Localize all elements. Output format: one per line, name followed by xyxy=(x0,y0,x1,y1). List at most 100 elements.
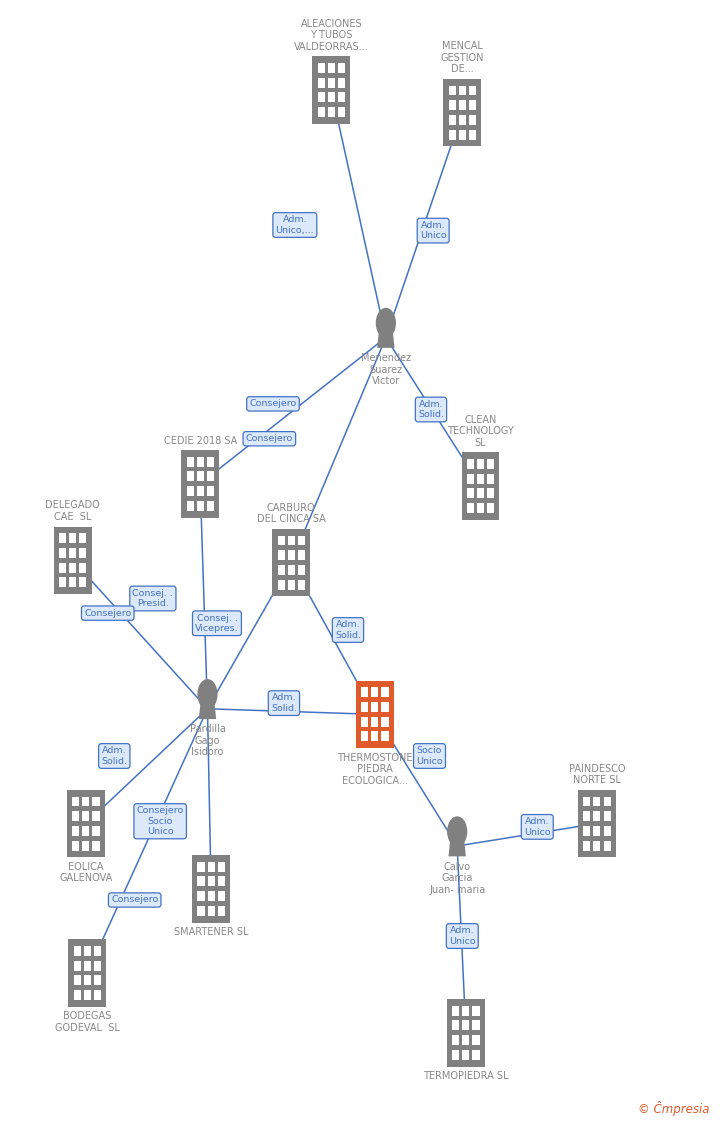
FancyBboxPatch shape xyxy=(361,717,368,727)
Text: THERMOSTONE
PIEDRA
ECOLOGICA...: THERMOSTONE PIEDRA ECOLOGICA... xyxy=(337,753,413,786)
FancyBboxPatch shape xyxy=(72,796,79,807)
FancyBboxPatch shape xyxy=(197,906,205,916)
Text: Socio
Unico: Socio Unico xyxy=(416,746,443,766)
FancyBboxPatch shape xyxy=(447,999,485,1066)
FancyBboxPatch shape xyxy=(487,503,494,513)
FancyBboxPatch shape xyxy=(67,790,105,857)
FancyBboxPatch shape xyxy=(79,548,87,558)
FancyBboxPatch shape xyxy=(298,565,305,575)
FancyBboxPatch shape xyxy=(328,63,335,73)
Polygon shape xyxy=(448,835,466,856)
FancyBboxPatch shape xyxy=(84,990,91,1000)
Text: Consejero: Consejero xyxy=(84,609,131,618)
FancyBboxPatch shape xyxy=(79,562,87,573)
FancyBboxPatch shape xyxy=(448,100,456,110)
FancyBboxPatch shape xyxy=(74,990,81,1000)
Text: Menendez
Suarez
Victor: Menendez Suarez Victor xyxy=(361,353,411,386)
FancyBboxPatch shape xyxy=(356,681,394,748)
FancyBboxPatch shape xyxy=(74,975,81,986)
FancyBboxPatch shape xyxy=(79,533,87,543)
FancyBboxPatch shape xyxy=(288,536,295,546)
FancyBboxPatch shape xyxy=(448,115,456,125)
FancyBboxPatch shape xyxy=(317,92,325,102)
Text: DELEGADO
CAE  SL: DELEGADO CAE SL xyxy=(45,501,100,522)
FancyBboxPatch shape xyxy=(288,565,295,575)
FancyBboxPatch shape xyxy=(186,457,194,467)
Text: Consejero: Consejero xyxy=(246,434,293,443)
FancyBboxPatch shape xyxy=(462,1035,470,1045)
Text: CLEAN
TECHNOLOGY
SL: CLEAN TECHNOLOGY SL xyxy=(447,414,514,448)
FancyBboxPatch shape xyxy=(361,687,368,698)
FancyBboxPatch shape xyxy=(593,826,601,836)
FancyBboxPatch shape xyxy=(69,577,76,587)
FancyBboxPatch shape xyxy=(74,946,81,956)
Text: Consej. .
Presid.: Consej. . Presid. xyxy=(132,588,173,609)
Text: Adm.
Unico: Adm. Unico xyxy=(449,926,475,946)
FancyBboxPatch shape xyxy=(72,826,79,836)
FancyBboxPatch shape xyxy=(277,536,285,546)
Text: Adm.
Solid.: Adm. Solid. xyxy=(335,620,361,640)
FancyBboxPatch shape xyxy=(477,474,484,484)
FancyBboxPatch shape xyxy=(59,533,66,543)
FancyBboxPatch shape xyxy=(472,1006,480,1016)
Text: EOLICA
GALENOVA: EOLICA GALENOVA xyxy=(59,862,113,883)
FancyBboxPatch shape xyxy=(381,687,389,698)
FancyBboxPatch shape xyxy=(452,1050,459,1060)
Text: TERMOPIEDRA SL: TERMOPIEDRA SL xyxy=(423,1071,509,1081)
FancyBboxPatch shape xyxy=(69,548,76,558)
FancyBboxPatch shape xyxy=(371,717,379,727)
FancyBboxPatch shape xyxy=(197,486,204,496)
FancyBboxPatch shape xyxy=(218,906,225,916)
FancyBboxPatch shape xyxy=(583,826,590,836)
FancyBboxPatch shape xyxy=(69,533,76,543)
FancyBboxPatch shape xyxy=(593,811,601,821)
FancyBboxPatch shape xyxy=(94,961,101,971)
Text: ALEACIONES
Y TUBOS
VALDEORRAS...: ALEACIONES Y TUBOS VALDEORRAS... xyxy=(294,18,368,52)
FancyBboxPatch shape xyxy=(593,840,601,850)
FancyBboxPatch shape xyxy=(462,1050,470,1060)
FancyBboxPatch shape xyxy=(487,459,494,469)
FancyBboxPatch shape xyxy=(298,536,305,546)
FancyBboxPatch shape xyxy=(328,92,335,102)
Polygon shape xyxy=(199,698,216,719)
FancyBboxPatch shape xyxy=(197,862,205,872)
Text: CARBURO
DEL CINCA SA: CARBURO DEL CINCA SA xyxy=(257,503,325,524)
FancyBboxPatch shape xyxy=(82,796,90,807)
FancyBboxPatch shape xyxy=(82,840,90,850)
Text: Consejero: Consejero xyxy=(250,399,296,408)
FancyBboxPatch shape xyxy=(207,906,215,916)
Text: Adm.
Solid.: Adm. Solid. xyxy=(101,746,127,766)
FancyBboxPatch shape xyxy=(593,796,601,807)
FancyBboxPatch shape xyxy=(469,115,476,125)
Text: PAINDESCO
NORTE SL: PAINDESCO NORTE SL xyxy=(569,764,625,785)
FancyBboxPatch shape xyxy=(59,562,66,573)
FancyBboxPatch shape xyxy=(218,876,225,886)
FancyBboxPatch shape xyxy=(68,939,106,1007)
FancyBboxPatch shape xyxy=(469,129,476,140)
FancyBboxPatch shape xyxy=(84,975,91,986)
FancyBboxPatch shape xyxy=(288,579,295,590)
FancyBboxPatch shape xyxy=(328,107,335,117)
Text: BODEGAS
GODEVAL  SL: BODEGAS GODEVAL SL xyxy=(55,1011,120,1033)
Text: Calvo
Garcia
Juan- maria: Calvo Garcia Juan- maria xyxy=(429,862,486,894)
FancyBboxPatch shape xyxy=(317,78,325,88)
FancyBboxPatch shape xyxy=(604,796,611,807)
FancyBboxPatch shape xyxy=(197,891,205,901)
FancyBboxPatch shape xyxy=(371,687,379,698)
FancyBboxPatch shape xyxy=(459,100,466,110)
FancyBboxPatch shape xyxy=(317,107,325,117)
FancyBboxPatch shape xyxy=(338,107,345,117)
FancyBboxPatch shape xyxy=(72,840,79,850)
FancyBboxPatch shape xyxy=(338,92,345,102)
FancyBboxPatch shape xyxy=(604,840,611,850)
FancyBboxPatch shape xyxy=(477,459,484,469)
FancyBboxPatch shape xyxy=(448,86,456,96)
FancyBboxPatch shape xyxy=(82,826,90,836)
FancyBboxPatch shape xyxy=(381,702,389,712)
FancyBboxPatch shape xyxy=(92,826,100,836)
FancyBboxPatch shape xyxy=(381,731,389,741)
FancyBboxPatch shape xyxy=(338,78,345,88)
FancyBboxPatch shape xyxy=(272,529,310,596)
Text: Adm.
Unico,...: Adm. Unico,... xyxy=(275,215,314,235)
FancyBboxPatch shape xyxy=(207,876,215,886)
